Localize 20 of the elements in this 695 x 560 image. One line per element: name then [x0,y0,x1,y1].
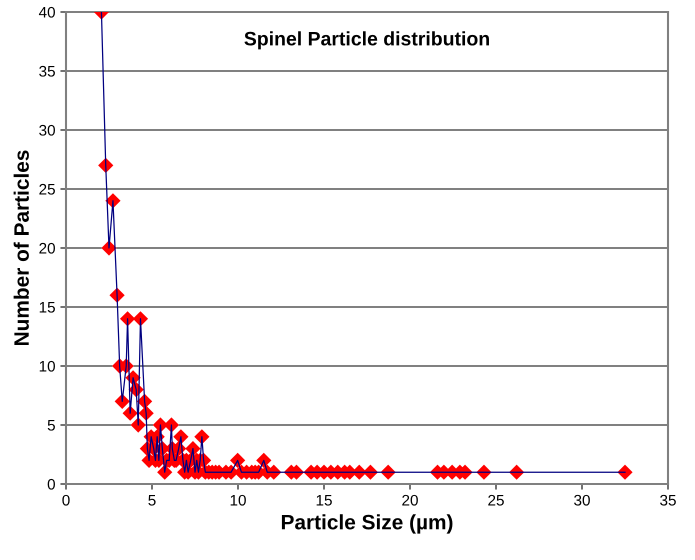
y-tick-label: 30 [39,124,55,136]
y-tick-label: 40 [38,6,55,18]
x-tick-label: 10 [230,494,246,506]
x-tick-label: 35 [660,494,676,506]
y-tick-label: 5 [48,420,55,431]
y-tick-label: 15 [40,302,55,313]
y-tick-label: 25 [39,184,55,195]
x-axis-title: Particle Size (µm) [282,514,452,534]
x-tick-label: 0 [62,494,70,506]
text: Spinel Particle distribution [244,31,489,50]
y-tick-label: 10 [40,360,55,372]
y-tick-label: 20 [39,242,55,254]
y-tick-label: 0 [48,478,55,490]
x-tick-label: 15 [316,494,332,506]
x-tick-label: 5 [148,494,156,506]
y-axis-title: Number of Particles [14,150,29,346]
x-tick-label: 20 [402,494,418,506]
y-tick-label: 35 [39,66,55,77]
x-tick-label: 30 [574,494,590,506]
x-tick-label: 25 [488,494,504,506]
